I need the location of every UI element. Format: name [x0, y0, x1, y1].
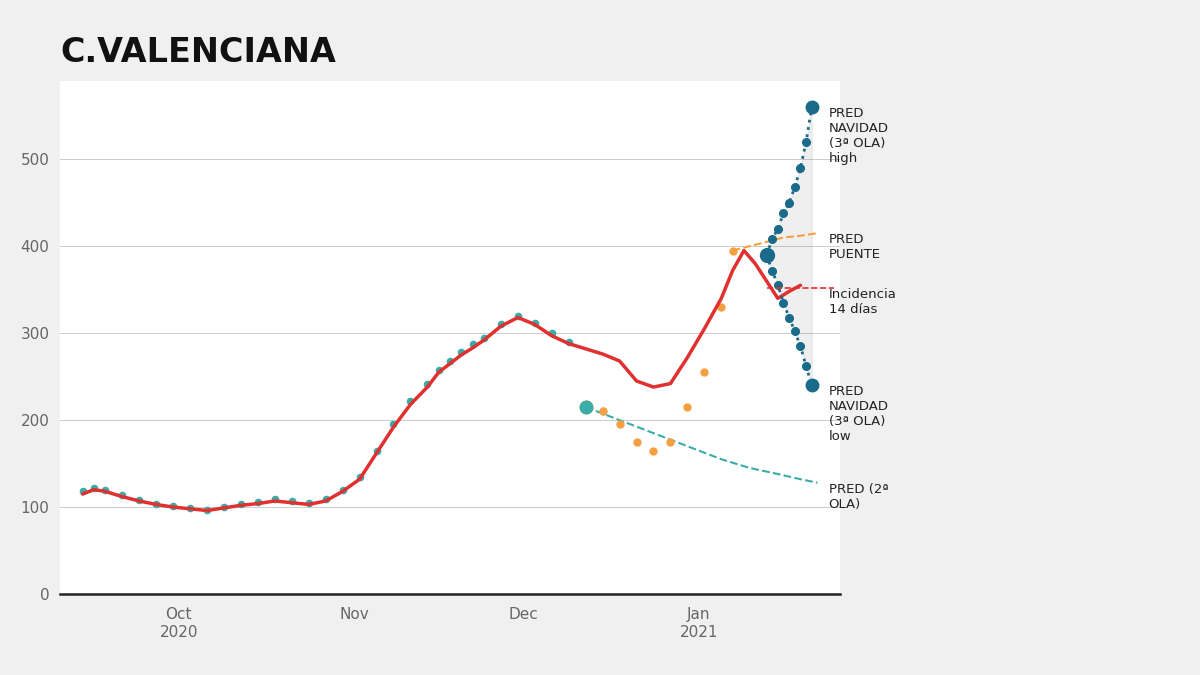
- Text: PRED
NAVIDAD
(3ª OLA)
low: PRED NAVIDAD (3ª OLA) low: [828, 385, 888, 443]
- Text: Incidencia
14 días: Incidencia 14 días: [828, 288, 896, 316]
- Text: C.VALENCIANA: C.VALENCIANA: [60, 36, 336, 69]
- Text: PRED
PUENTE: PRED PUENTE: [828, 233, 881, 261]
- Text: PRED
NAVIDAD
(3ª OLA)
high: PRED NAVIDAD (3ª OLA) high: [828, 107, 888, 165]
- Text: PRED (2ª
OLA): PRED (2ª OLA): [828, 483, 888, 511]
